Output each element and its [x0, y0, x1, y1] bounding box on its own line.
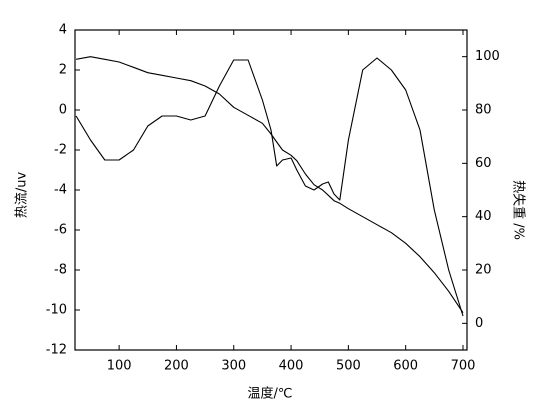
y2-tick-label: 40	[475, 209, 492, 224]
x-axis-label: 温度/℃	[248, 386, 293, 402]
y-tick-label: 0	[59, 103, 67, 118]
y-tick-label: 4	[59, 23, 67, 38]
y-tick-label: 2	[59, 63, 67, 78]
data-line	[75, 57, 464, 317]
x-tick-label: 500	[336, 359, 361, 374]
y2-tick-label: 20	[475, 263, 492, 278]
x-tick-label: 600	[393, 359, 418, 374]
plot-frame	[74, 29, 468, 351]
y-tick-label: -6	[54, 223, 67, 238]
y-tick-label: -8	[54, 263, 67, 278]
x-tick-label: 400	[279, 359, 304, 374]
x-tick-label: 700	[451, 359, 476, 374]
y-tick-label: -4	[54, 183, 67, 198]
data-line	[76, 56, 464, 314]
y2-axis-label: 热失重 /%	[511, 180, 527, 240]
y-tick-label: -12	[46, 343, 67, 358]
y2-tick-label: 0	[475, 316, 483, 331]
y2-tick-label: 100	[475, 49, 500, 64]
x-tick-label: 200	[164, 359, 189, 374]
y-tick-label: -2	[54, 143, 67, 158]
x-tick-label: 100	[107, 359, 132, 374]
y-tick-label: -10	[46, 303, 67, 318]
y-axis-label: 热流/uv	[15, 172, 30, 219]
y2-tick-label: 60	[475, 156, 492, 171]
y2-tick-label: 80	[475, 103, 492, 118]
x-tick-label: 300	[221, 359, 246, 374]
